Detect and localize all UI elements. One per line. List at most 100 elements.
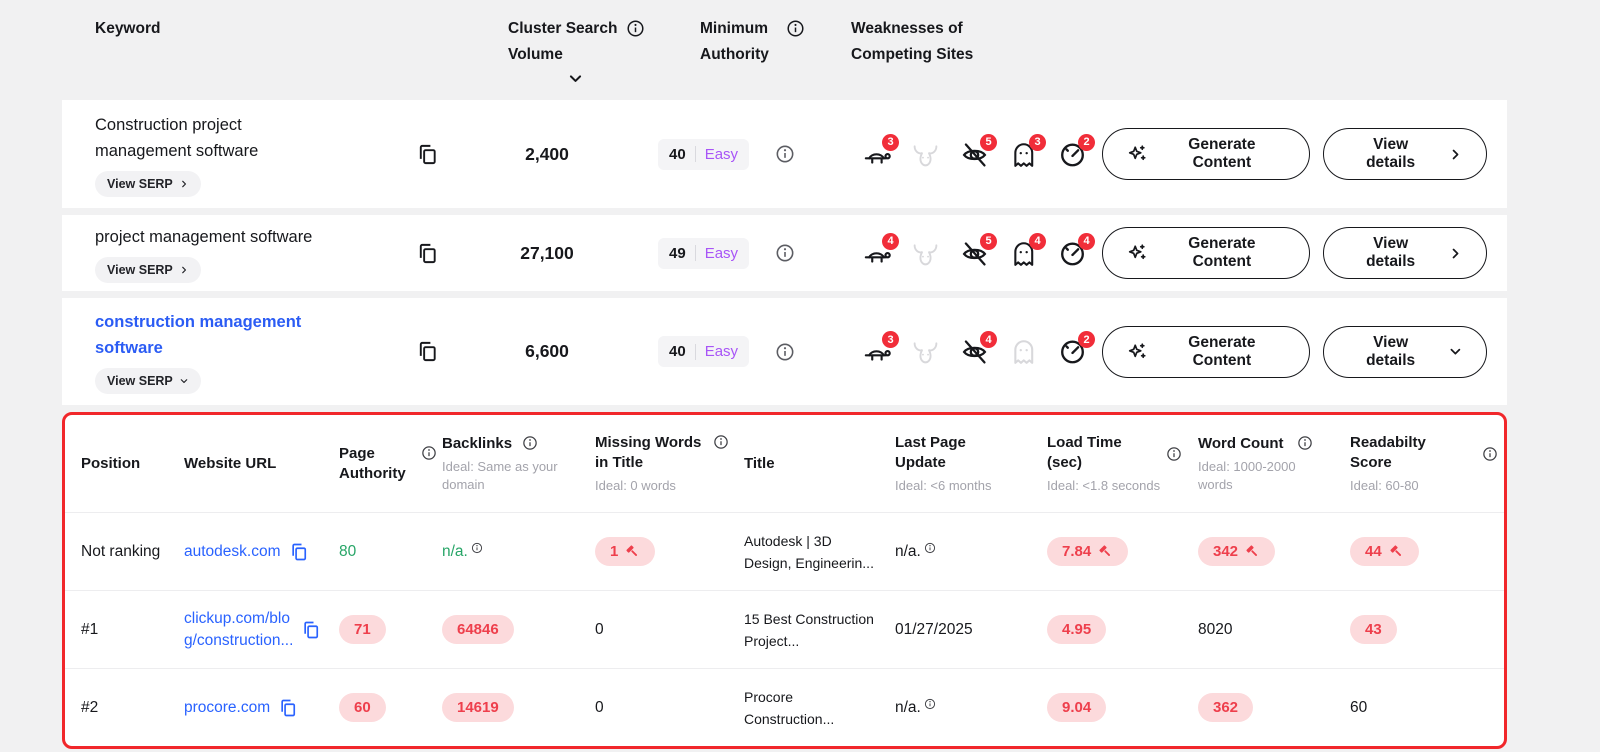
cluster-volume-value: 2,400: [525, 143, 569, 164]
cluster-volume-info-icon[interactable]: [626, 19, 645, 38]
ghost-page-icon[interactable]: 3: [1009, 133, 1046, 169]
col-page-authority: Page Authority: [339, 444, 406, 482]
col-header-cluster-volume: Cluster Search Volume: [508, 16, 644, 68]
view-serp-button[interactable]: View SERP: [95, 368, 201, 394]
ghost-page-icon[interactable]: [1009, 337, 1038, 366]
readability-pill: 43: [1350, 615, 1397, 644]
missing-words-info-icon[interactable]: [713, 434, 729, 450]
website-url-link[interactable]: procore.com: [184, 698, 271, 716]
backlinks-pill: 64846: [442, 615, 514, 644]
hidden-content-eye-slash-icon[interactable]: 4: [960, 331, 997, 366]
keyword-research-panel: Keyword Cluster Search Volume Minimum Au…: [62, 0, 1507, 749]
col-word-count: Word Count: [1198, 434, 1284, 452]
keyword-row: project management software View SERP 27…: [62, 215, 1507, 291]
dead-content-bull-icon[interactable]: [911, 239, 940, 268]
list-header: Keyword Cluster Search Volume Minimum Au…: [62, 0, 1507, 100]
word-count-info-icon[interactable]: [1297, 435, 1313, 451]
generate-content-button[interactable]: Generate Content: [1102, 128, 1311, 180]
backlinks-pill: 14619: [442, 693, 514, 722]
authority-difficulty-badge: 40 Easy: [658, 138, 750, 170]
slow-load-gauge-icon[interactable]: 2: [1058, 331, 1095, 366]
view-serp-button[interactable]: View SERP: [95, 256, 201, 283]
missing-words-pill: 1: [595, 537, 656, 566]
position-cell: #2: [81, 698, 99, 716]
col-missing-words: Missing Words in Title: [595, 433, 702, 471]
backlinks-ideal: Ideal: Same as your domain: [442, 458, 558, 492]
word-count-ideal: Ideal: 1000-2000 words: [1198, 458, 1296, 492]
view-serp-button[interactable]: View SERP: [95, 170, 201, 197]
last-update-na-info-icon[interactable]: [924, 698, 936, 710]
view-details-button[interactable]: View details: [1323, 128, 1487, 180]
website-url-link[interactable]: clickup.com/blo g/construction...: [184, 609, 294, 649]
difficulty-info-icon[interactable]: [775, 144, 795, 164]
last-update-value: 01/27/2025: [895, 620, 973, 638]
weakness-icons: 3 4 2: [862, 331, 1102, 366]
hidden-content-eye-slash-icon[interactable]: 5: [960, 232, 997, 268]
weakness-count-badge: 4: [1029, 232, 1046, 250]
cluster-volume-value: 6,600: [525, 341, 569, 361]
divider: [694, 146, 696, 162]
keyword-name: Construction project management software: [95, 115, 259, 160]
copy-url-icon[interactable]: [289, 542, 309, 562]
slow-load-gauge-icon[interactable]: 2: [1058, 133, 1095, 169]
cluster-volume-value: 27,100: [520, 242, 574, 263]
hidden-content-eye-slash-icon[interactable]: 5: [960, 133, 997, 169]
readability-info-icon[interactable]: [1482, 446, 1498, 462]
ghost-page-icon[interactable]: 4: [1009, 232, 1046, 268]
chevron-right-icon: [1452, 248, 1459, 258]
chevron-right-icon: [181, 180, 186, 187]
slow-site-turtle-icon[interactable]: 3: [862, 331, 899, 366]
minimum-authority-info-icon[interactable]: [786, 19, 805, 38]
dead-content-bull-icon[interactable]: [911, 140, 940, 169]
position-cell: Not ranking: [81, 542, 161, 560]
slow-site-turtle-icon[interactable]: 3: [862, 133, 899, 169]
readability-pill: 44: [1350, 537, 1419, 566]
generate-content-button[interactable]: Generate Content: [1102, 227, 1311, 279]
view-details-button[interactable]: View details: [1323, 227, 1487, 279]
website-url-link[interactable]: autodesk.com: [184, 542, 281, 560]
chevron-right-icon: [181, 266, 186, 273]
competitor-row: #1 clickup.com/blo g/construction... 71 …: [65, 590, 1504, 668]
generate-content-button[interactable]: Generate Content: [1102, 325, 1311, 378]
load-time-ideal: Ideal: <1.8 seconds: [1047, 477, 1161, 493]
col-last-update: Last Page Update: [895, 433, 966, 471]
copy-url-icon[interactable]: [301, 620, 321, 640]
competitor-detail-table: Position Website URL Page Authority Back…: [62, 412, 1507, 749]
difficulty-label: Easy: [704, 244, 739, 262]
missing-words-value: 0: [595, 620, 604, 638]
col-title: Title: [744, 454, 775, 472]
competitor-row: Not ranking autodesk.com 80 n/a. 1 Autod…: [65, 512, 1504, 590]
difficulty-info-icon[interactable]: [775, 342, 795, 362]
difficulty-label: Easy: [704, 145, 739, 163]
load-time-info-icon[interactable]: [1166, 446, 1182, 462]
slow-load-gauge-icon[interactable]: 4: [1058, 232, 1095, 268]
last-update-na-info-icon[interactable]: [924, 542, 936, 554]
weakness-count-badge: 2: [1078, 331, 1095, 348]
sparkle-icon: [1128, 145, 1146, 161]
sort-chevron-down-icon[interactable]: [567, 70, 584, 87]
copy-keyword-icon[interactable]: [416, 143, 439, 166]
position-cell: #1: [81, 620, 99, 638]
backlinks-info-icon[interactable]: [522, 435, 538, 451]
divider: [694, 343, 696, 360]
col-header-minimum-authority: Minimum Authority: [700, 16, 804, 68]
dead-content-bull-icon[interactable]: [911, 337, 940, 366]
weakness-count-badge: 3: [1029, 133, 1046, 151]
view-details-button[interactable]: View details: [1323, 325, 1487, 378]
copy-keyword-icon[interactable]: [416, 340, 439, 363]
last-update-ideal: Ideal: <6 months: [895, 477, 992, 493]
backlinks-value: n/a.: [442, 542, 468, 560]
slow-site-turtle-icon[interactable]: 4: [862, 232, 899, 268]
backlinks-na-info-icon[interactable]: [471, 542, 483, 554]
copy-keyword-icon[interactable]: [416, 242, 439, 265]
copy-url-icon[interactable]: [278, 698, 298, 718]
page-authority-info-icon[interactable]: [421, 445, 437, 461]
difficulty-info-icon[interactable]: [775, 243, 795, 263]
col-website-url: Website URL: [184, 454, 277, 472]
load-time-pill: 7.84: [1047, 537, 1129, 566]
authority-difficulty-badge: 40 Easy: [658, 336, 750, 367]
chevron-right-icon: [1452, 149, 1459, 159]
readability-value: 60: [1350, 698, 1368, 716]
weakness-count-badge: 4: [1078, 232, 1095, 250]
authority-score: 40: [669, 343, 686, 360]
